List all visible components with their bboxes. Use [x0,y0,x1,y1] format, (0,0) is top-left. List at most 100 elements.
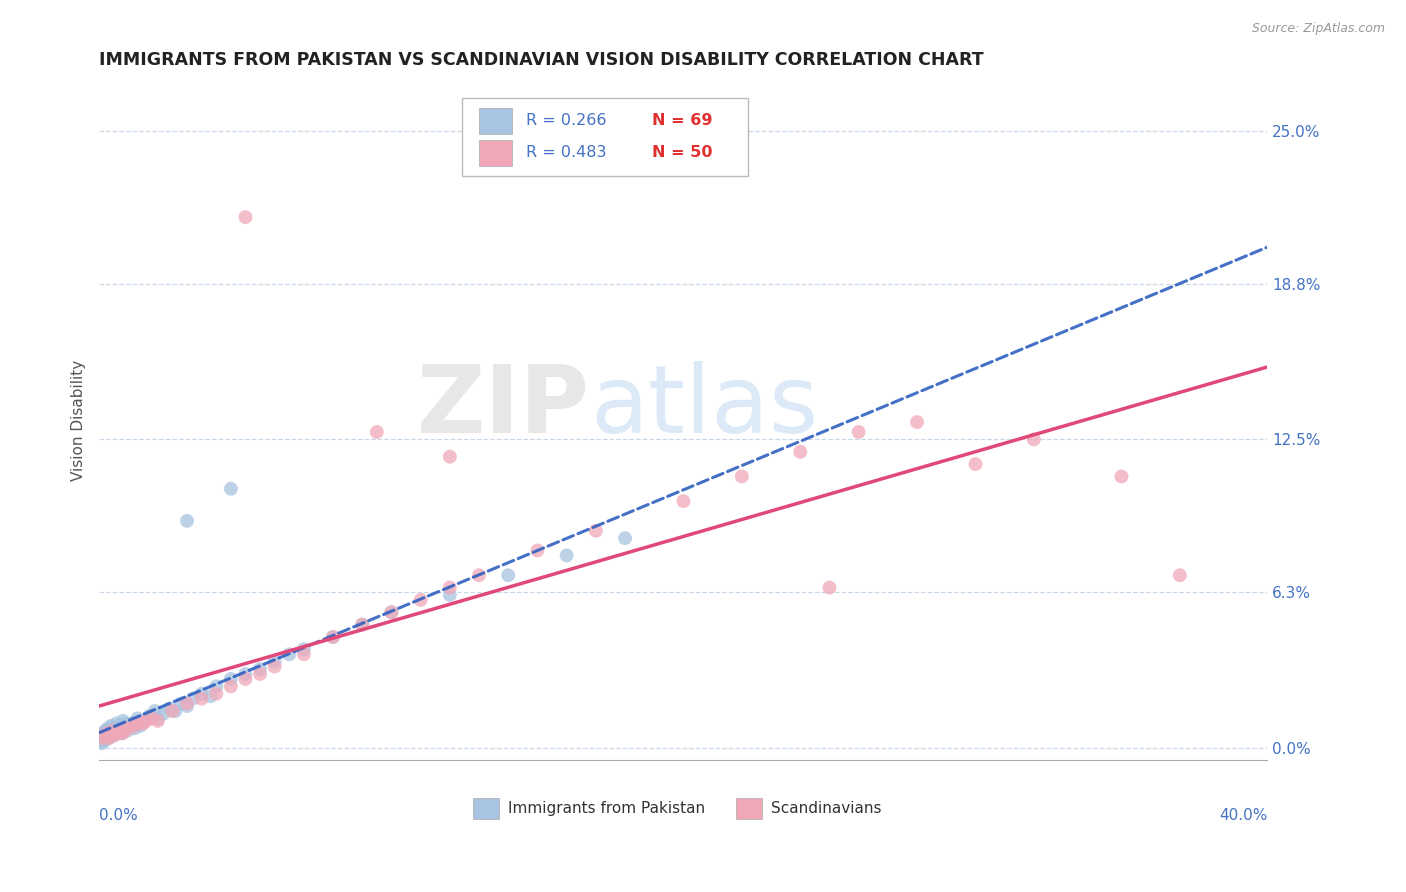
Text: R = 0.266: R = 0.266 [526,113,606,128]
Point [93,726,115,740]
Point [292,642,315,657]
Point [132,716,155,731]
FancyBboxPatch shape [461,98,748,177]
Point [219,679,242,693]
Y-axis label: Vision Disability: Vision Disability [72,360,86,482]
Text: ZIP: ZIP [418,361,591,453]
Point [141,711,163,725]
Point [366,425,388,439]
Point [352,617,374,632]
Point [205,679,228,693]
Point [117,719,139,733]
Point [104,723,127,738]
Point [94,731,117,746]
Point [905,415,928,429]
Point [322,630,344,644]
Bar [474,797,499,820]
Point [249,662,271,676]
Point [176,697,198,711]
Point [219,482,242,496]
Point [555,549,578,563]
Point [818,581,841,595]
Point [249,667,271,681]
Point [90,731,112,746]
Point [496,568,519,582]
Point [176,699,198,714]
Point [219,672,242,686]
Point [124,721,146,735]
Point [380,605,402,619]
Text: 0.0%: 0.0% [100,808,138,823]
Point [263,659,285,673]
Point [278,647,301,661]
Point [103,721,125,735]
Point [585,524,607,538]
Point [94,723,117,738]
Point [1022,433,1045,447]
Point [94,729,117,743]
Point [135,714,157,728]
Point [108,726,131,740]
Point [200,689,222,703]
Point [352,617,374,632]
Point [789,444,811,458]
Point [96,726,118,740]
Text: N = 50: N = 50 [652,145,713,161]
Bar [479,108,512,134]
Point [672,494,695,508]
Point [103,726,125,740]
Point [105,716,128,731]
Point [91,731,114,746]
Point [101,723,124,738]
Point [91,726,114,740]
Point [132,714,155,728]
Point [176,514,198,528]
Point [235,210,257,224]
Point [121,716,143,731]
Point [96,726,118,740]
Point [731,469,754,483]
Bar [479,140,512,166]
Point [91,733,114,747]
Point [115,723,138,738]
Point [965,457,987,471]
Point [129,719,152,733]
Point [181,691,204,706]
Point [98,726,121,740]
Point [93,731,115,746]
Point [848,425,870,439]
Point [110,726,132,740]
Point [614,531,637,545]
Point [409,593,432,607]
Point [97,721,120,735]
Point [143,704,166,718]
Text: 40.0%: 40.0% [1219,808,1267,823]
Point [93,733,115,747]
Point [112,721,135,735]
Point [124,719,146,733]
Point [439,588,461,602]
Point [97,731,120,746]
Point [97,731,120,746]
Point [100,719,122,733]
Point [111,714,134,728]
Point [162,704,184,718]
Point [292,647,315,661]
Point [100,726,122,740]
Point [152,706,174,721]
Point [468,568,491,582]
Point [97,729,120,743]
Text: IMMIGRANTS FROM PAKISTAN VS SCANDINAVIAN VISION DISABILITY CORRELATION CHART: IMMIGRANTS FROM PAKISTAN VS SCANDINAVIAN… [100,51,984,69]
Point [205,687,228,701]
Point [127,716,149,731]
Point [170,697,193,711]
Point [98,729,121,743]
Point [127,711,149,725]
Point [90,733,112,747]
Point [117,721,139,735]
Point [94,729,117,743]
Point [114,716,136,731]
Point [1111,469,1133,483]
Point [439,581,461,595]
Point [103,729,125,743]
